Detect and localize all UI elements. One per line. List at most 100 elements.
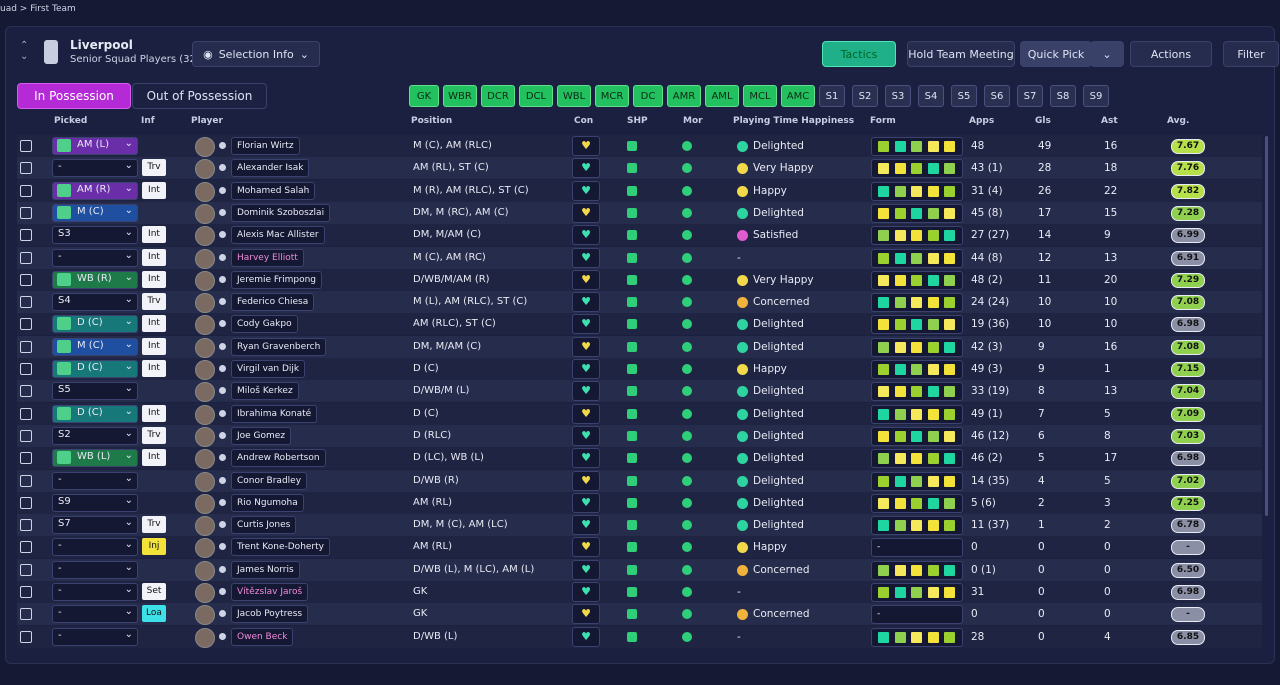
checkbox[interactable]	[20, 452, 32, 465]
checkbox[interactable]	[20, 429, 32, 442]
position-chip[interactable]: S1	[819, 85, 845, 107]
table-row[interactable]: AM (R) ⌄ Int Mohamed Salah M (R), AM (RLC), …	[17, 179, 1262, 202]
table-row[interactable]: S9 ⌄ Rio Ngumoha AM (RL) ♥ Delighted 5 (6) 2 3 7.…	[17, 491, 1262, 514]
column-header[interactable]: Playing Time Happiness	[733, 116, 855, 126]
info-badge[interactable]: Int	[142, 315, 166, 333]
player-name[interactable]: Vítězslav Jaroš	[231, 583, 309, 601]
column-header[interactable]: Apps	[969, 116, 995, 126]
quick-pick-menu[interactable]: ⌄	[1090, 41, 1124, 67]
table-row[interactable]: WB (R) ⌄ Int Jeremie Frimpong D/WB/M/AM (R) ♥…	[17, 268, 1262, 291]
checkbox[interactable]	[20, 630, 32, 643]
picked-select[interactable]: S3 ⌄	[52, 226, 138, 245]
player-name[interactable]: Andrew Robertson	[231, 449, 326, 468]
table-row[interactable]: S3 ⌄ Int Alexis Mac Allister DM, M/AM (C) ♥ Sa…	[17, 224, 1262, 247]
position-chip[interactable]: S3	[885, 85, 911, 107]
info-badge[interactable]: Int	[142, 270, 166, 288]
position-chip[interactable]: S4	[918, 85, 944, 107]
column-header[interactable]: Picked	[54, 116, 88, 126]
column-header[interactable]: Position	[411, 116, 453, 126]
position-chip[interactable]: DCR	[481, 85, 515, 107]
checkbox[interactable]	[20, 496, 32, 509]
column-header[interactable]: SHP	[627, 116, 648, 126]
table-row[interactable]: - ⌄ Owen Beck D/WB (L) ♥ -28 0 4 6.85	[17, 625, 1262, 648]
position-chip[interactable]: DC	[633, 85, 663, 107]
player-name[interactable]: Cody Gakpo	[231, 315, 298, 334]
checkbox[interactable]	[20, 608, 32, 621]
table-row[interactable]: - ⌄ James Norris D/WB (L), M (LC), AM (L) ♥ C…	[17, 558, 1262, 581]
player-name[interactable]: James Norris	[231, 560, 300, 579]
position-chip[interactable]: WBL	[557, 85, 591, 107]
picked-select[interactable]: S4 ⌄	[52, 293, 138, 312]
position-chip[interactable]: WBR	[443, 85, 477, 107]
player-name[interactable]: Ryan Gravenberch	[231, 337, 327, 356]
sort-arrows[interactable]: ⌃ ⌄	[20, 40, 29, 62]
player-name[interactable]: Mohamed Salah	[231, 181, 316, 200]
checkbox[interactable]	[20, 229, 32, 242]
checkbox[interactable]	[20, 318, 32, 331]
checkbox[interactable]	[20, 519, 32, 532]
player-name[interactable]: Trent Kone-Doherty	[231, 538, 330, 557]
player-name[interactable]: Ibrahima Konaté	[231, 404, 318, 423]
picked-select[interactable]: D (C) ⌄	[52, 360, 138, 378]
header-button[interactable]: Quick Pick	[1020, 41, 1092, 67]
header-button[interactable]: Hold Team Meeting	[907, 41, 1015, 67]
checkbox[interactable]	[20, 206, 32, 219]
tab[interactable]: In Possession	[17, 83, 131, 109]
info-badge[interactable]: Int	[142, 404, 166, 422]
player-name[interactable]: Alexis Mac Allister	[231, 226, 325, 245]
picked-select[interactable]: S9 ⌄	[52, 493, 138, 512]
table-row[interactable]: D (C) ⌄ Int Virgil van Dijk D (C) ♥ Happy 49 (3…	[17, 358, 1262, 380]
position-chip[interactable]: MCL	[743, 85, 777, 107]
table-row[interactable]: M (C) ⌄ Int Ryan Gravenberch DM, M/AM (C) ♥ De…	[17, 335, 1262, 358]
picked-select[interactable]: - ⌄	[52, 605, 138, 624]
position-chip[interactable]: AML	[705, 85, 739, 107]
scrollbar[interactable]	[1265, 136, 1268, 516]
table-row[interactable]: S2 ⌄ Trv Joe Gomez D (RLC) ♥ Delighted 46 (12) 6…	[17, 424, 1262, 447]
table-row[interactable]: WB (L) ⌄ Int Andrew Robertson D (LC), WB (L)…	[17, 447, 1262, 470]
tab[interactable]: Out of Possession	[132, 83, 267, 109]
info-badge[interactable]: Trv	[142, 516, 166, 534]
player-name[interactable]: Harvey Elliott	[231, 248, 304, 267]
selection-info-button[interactable]: ◉ Selection Info ⌄	[192, 41, 320, 67]
player-name[interactable]: Owen Beck	[231, 627, 294, 646]
header-button[interactable]: Tactics	[822, 41, 896, 67]
table-row[interactable]: S7 ⌄ Trv Curtis Jones DM, M (C), AM (LC) ♥ Del…	[17, 514, 1262, 537]
picked-select[interactable]: S7 ⌄	[52, 516, 138, 535]
checkbox[interactable]	[20, 162, 32, 175]
player-name[interactable]: Florian Wirtz	[231, 137, 300, 155]
info-badge[interactable]: Trv	[142, 159, 166, 177]
info-badge[interactable]: Int	[142, 181, 166, 199]
checkbox[interactable]	[20, 586, 32, 598]
player-name[interactable]: Conor Bradley	[231, 471, 308, 490]
player-name[interactable]: Virgil van Dijk	[231, 360, 306, 378]
checkbox[interactable]	[20, 296, 32, 309]
player-name[interactable]: Federico Chiesa	[231, 293, 315, 312]
checkbox[interactable]	[20, 140, 32, 152]
position-chip[interactable]: AMC	[781, 85, 815, 107]
position-chip[interactable]: S7	[1017, 85, 1043, 107]
position-chip[interactable]: S6	[984, 85, 1010, 107]
table-row[interactable]: - ⌄ Int Harvey Elliott M (C), AM (RC) ♥ -44 (8…	[17, 246, 1262, 269]
table-row[interactable]: - ⌄ Inj Trent Kone-Doherty AM (RL) ♥ Happy -0 0 0…	[17, 536, 1262, 559]
checkbox[interactable]	[20, 363, 32, 375]
checkbox[interactable]	[20, 385, 32, 398]
picked-select[interactable]: AM (R) ⌄	[52, 181, 138, 200]
position-chip[interactable]: S5	[951, 85, 977, 107]
checkbox[interactable]	[20, 407, 32, 420]
checkbox[interactable]	[20, 474, 32, 487]
column-header[interactable]: Con	[574, 116, 594, 126]
table-row[interactable]: - ⌄ Conor Bradley D/WB (R) ♥ Delighted 14 (35)…	[17, 469, 1262, 492]
info-badge[interactable]: Int	[142, 449, 166, 467]
picked-select[interactable]: D (C) ⌄	[52, 315, 138, 334]
table-row[interactable]: - ⌄ Loa Jacob Poytress GK ♥ Concerned -0 0 0-	[17, 603, 1262, 626]
position-chip[interactable]: DCL	[519, 85, 553, 107]
info-badge[interactable]: Trv	[142, 293, 166, 311]
player-name[interactable]: Jeremie Frimpong	[231, 270, 323, 289]
table-row[interactable]: D (C) ⌄ Int Cody Gakpo AM (RLC), ST (C) ♥ Deli…	[17, 313, 1262, 336]
info-badge[interactable]: Int	[142, 360, 166, 377]
picked-select[interactable]: AM (L) ⌄	[52, 137, 138, 155]
checkbox[interactable]	[20, 251, 32, 264]
breadcrumb[interactable]: uad > First Team	[0, 4, 76, 14]
checkbox[interactable]	[20, 541, 32, 554]
picked-select[interactable]: D (C) ⌄	[52, 404, 138, 423]
